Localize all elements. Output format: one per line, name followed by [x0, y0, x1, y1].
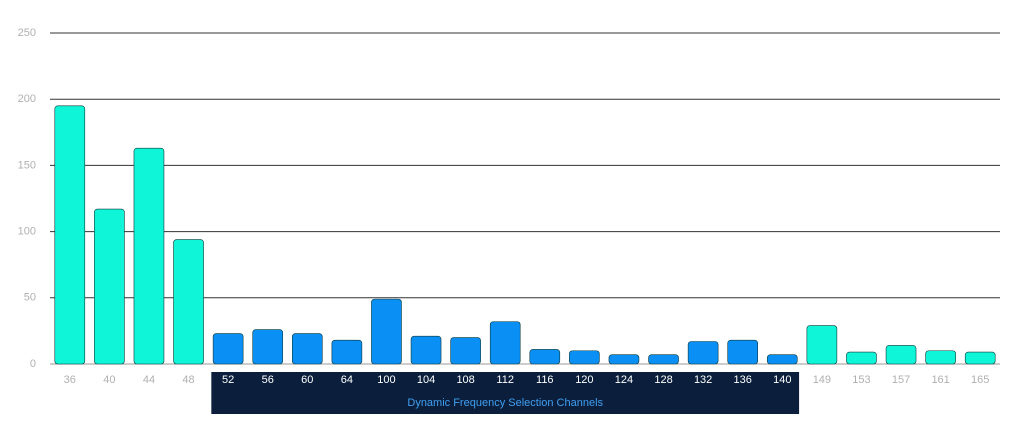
x-tick-label: 44 [143, 374, 155, 386]
bar [489, 321, 521, 365]
bar [608, 354, 640, 365]
bar [252, 329, 284, 365]
bar [964, 351, 996, 365]
bar [291, 333, 323, 365]
bar [529, 349, 561, 365]
y-tick-label: 50 [24, 292, 36, 304]
bar [173, 239, 204, 365]
x-tick-label: 128 [654, 374, 672, 386]
bar [450, 337, 481, 365]
x-tick-label: 104 [417, 374, 435, 386]
x-tick-label: 64 [341, 374, 353, 386]
x-tick-label: 165 [971, 374, 989, 386]
x-tick-label: 132 [694, 374, 712, 386]
x-tick-label: 140 [773, 374, 791, 386]
x-tick-label: 153 [852, 374, 870, 386]
bar [648, 354, 679, 365]
bar [569, 350, 600, 365]
x-tick-label: 40 [103, 374, 115, 386]
bar [371, 298, 402, 365]
y-tick-label: 150 [18, 159, 36, 171]
bar [925, 350, 956, 365]
x-tick-label: 48 [182, 374, 194, 386]
bar [846, 351, 877, 365]
x-tick-label: 108 [456, 374, 474, 386]
x-tick-label: 157 [892, 374, 910, 386]
x-tick-label: 52 [222, 374, 234, 386]
bar [331, 339, 363, 365]
bar [727, 339, 759, 365]
x-tick-label: 60 [301, 374, 313, 386]
bar [766, 354, 798, 365]
x-tick-label: 124 [615, 374, 633, 386]
x-tick-label: 120 [575, 374, 593, 386]
y-tick-label: 100 [18, 226, 36, 238]
x-tick-label: 149 [813, 374, 831, 386]
x-tick-label: 112 [496, 374, 514, 386]
bar [133, 147, 165, 365]
y-tick-label: 200 [18, 93, 36, 105]
bar [54, 105, 86, 365]
bar [687, 341, 719, 365]
bar [885, 345, 917, 365]
x-tick-label: 161 [931, 374, 949, 386]
annotation: Dynamic Frequency Selection Channels [407, 397, 603, 409]
x-tick-label: 56 [262, 374, 274, 386]
x-tick-label: 36 [64, 374, 76, 386]
y-tick-label: 250 [18, 27, 36, 39]
bar [806, 325, 838, 365]
x-tick-label: 136 [734, 374, 752, 386]
y-tick-label: 0 [30, 358, 36, 370]
bar [94, 208, 125, 365]
annotation-band [211, 372, 800, 414]
bar [212, 333, 244, 365]
x-tick-label: 100 [377, 374, 395, 386]
bar [410, 335, 442, 365]
x-tick-label: 116 [536, 374, 554, 386]
